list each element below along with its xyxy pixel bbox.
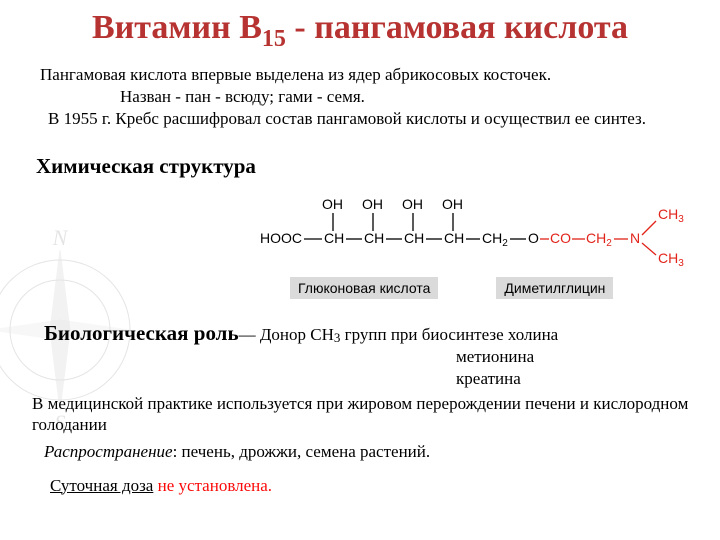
bio-med: В медицинской практике используется при … xyxy=(32,389,696,436)
bio-item-2: креатина xyxy=(44,368,696,389)
label-oh: OH xyxy=(322,196,343,212)
title-suffix: - пангамовая кислота xyxy=(286,9,628,46)
title-subscript: 15 xyxy=(262,26,286,52)
bio-role-line: Биологическая роль— Донор CH3 групп при … xyxy=(44,320,696,346)
label-n: N xyxy=(630,230,640,246)
label-ch2: CH2 xyxy=(482,230,508,249)
page-title: Витамин В15 - пангамовая кислота xyxy=(0,0,720,54)
label-dimethylglycine: Диметилглицин xyxy=(496,277,613,299)
label-ch: CH xyxy=(364,230,384,246)
label-ch: CH xyxy=(324,230,344,246)
bio-dash: — xyxy=(239,325,256,344)
bio-item-1: метионина xyxy=(44,346,696,367)
label-oh: OH xyxy=(362,196,383,212)
label-oh: OH xyxy=(442,196,463,212)
structure-labels: Глюконовая кислота Диметилглицин xyxy=(270,277,700,299)
bio-item-0: холина xyxy=(508,325,558,344)
intro-line3: В 1955 г. Кребс расшифровал состав панга… xyxy=(40,108,692,130)
label-co: CO xyxy=(550,230,571,246)
label-ch: CH xyxy=(404,230,424,246)
label-o: O xyxy=(528,230,539,246)
label-ch: CH xyxy=(444,230,464,246)
label-gluconic-acid: Глюконовая кислота xyxy=(290,277,438,299)
chemical-structure: HOOC CH CH CH CH CH2 O OH OH OH OH xyxy=(260,195,690,280)
dose-text: не установлена. xyxy=(153,476,272,495)
label-hooc: HOOC xyxy=(260,230,302,246)
rasp-text: : печень, дрожжи, семена растений. xyxy=(173,442,431,461)
intro-line1: Пангамовая кислота впервые выделена из я… xyxy=(40,65,551,84)
dose-label: Суточная доза xyxy=(50,476,153,495)
intro-block: Пангамовая кислота впервые выделена из я… xyxy=(0,54,720,130)
bio-role-label: Биологическая роль xyxy=(44,321,239,345)
label-ch3: CH3 xyxy=(658,206,684,225)
bio-donor-suffix: групп при биосинтезе xyxy=(340,325,508,344)
label-ch2-red: CH2 xyxy=(586,230,612,249)
bio-dose: Суточная доза не установлена. xyxy=(50,463,696,496)
title-prefix: Витамин В xyxy=(92,9,262,46)
intro-line2: Назван - пан - всюду; гами - семя. xyxy=(40,86,692,108)
bio-distribution: Распространение: печень, дрожжи, семена … xyxy=(44,435,696,462)
label-oh: OH xyxy=(402,196,423,212)
bio-donor-prefix: Донор CH xyxy=(256,325,334,344)
label-ch3: CH3 xyxy=(658,250,684,269)
chem-structure-heading: Химическая структура xyxy=(0,130,720,179)
bio-block: Биологическая роль— Донор CH3 групп при … xyxy=(44,320,696,496)
svg-text:N: N xyxy=(52,225,69,250)
rasp-label: Распространение xyxy=(44,442,173,461)
